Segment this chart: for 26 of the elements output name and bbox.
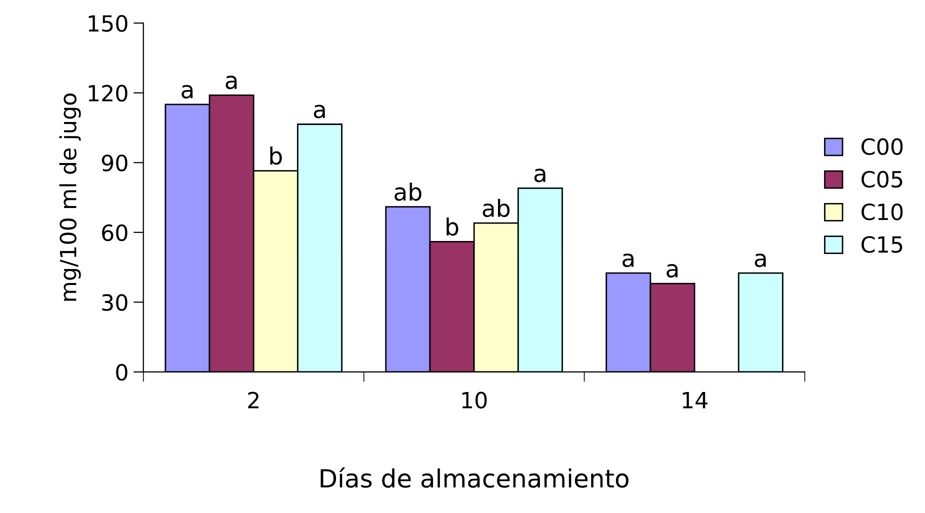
y-tick-label: 150 xyxy=(88,15,128,32)
legend-label: C05 xyxy=(862,170,902,188)
data-label: a xyxy=(226,76,237,90)
y-tick-label: 30 xyxy=(102,294,128,311)
legend-label: C15 xyxy=(862,236,902,253)
data-label: b xyxy=(270,146,282,165)
x-tick-label: 14 xyxy=(682,392,708,408)
data-label: a xyxy=(622,254,634,268)
data-label: a xyxy=(534,168,546,182)
x-axis-title: Días de almacenamiento xyxy=(320,467,628,488)
data-label: ab xyxy=(394,182,422,201)
data-label: b xyxy=(446,217,458,236)
data-label: a xyxy=(754,254,766,268)
legend-label: C10 xyxy=(862,203,903,220)
y-axis-title: mg/100 ml de jugo xyxy=(59,94,81,301)
x-tick-label: 2 xyxy=(248,392,258,408)
y-tick-label: 0 xyxy=(116,364,128,381)
data-label: a xyxy=(314,104,325,118)
y-tick-label: 60 xyxy=(102,224,128,242)
y-tick-label: 90 xyxy=(102,154,128,172)
legend-label: C00 xyxy=(862,138,903,156)
x-tick-label: 10 xyxy=(462,392,487,409)
data-label: ab xyxy=(482,198,510,218)
data-label: a xyxy=(666,264,678,278)
data-label: a xyxy=(182,84,193,99)
y-tick-label: 120 xyxy=(88,84,128,102)
